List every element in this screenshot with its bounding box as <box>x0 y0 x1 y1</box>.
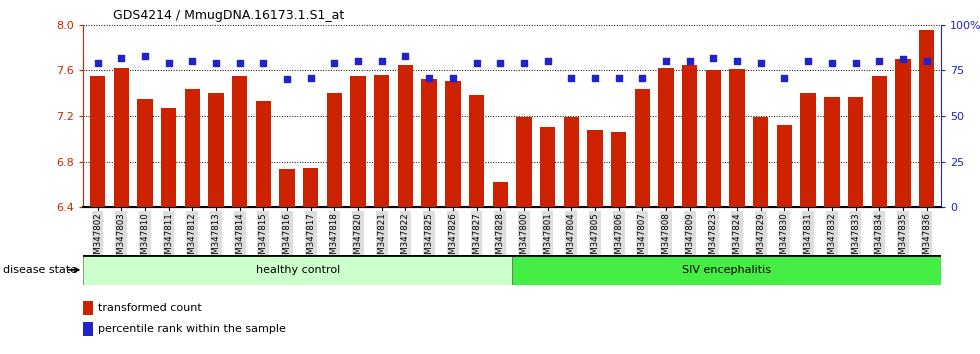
Bar <box>279 170 295 207</box>
Point <box>350 58 366 64</box>
Point <box>114 55 129 61</box>
Bar <box>801 93 815 207</box>
Point <box>587 75 603 80</box>
Bar <box>512 255 941 285</box>
Bar <box>137 99 153 207</box>
Bar <box>493 182 508 207</box>
Point <box>137 53 153 59</box>
Point <box>753 60 768 66</box>
Bar <box>919 30 934 207</box>
Point <box>184 58 200 64</box>
Point <box>232 60 248 66</box>
Bar <box>824 97 840 207</box>
Point <box>374 58 390 64</box>
Point <box>398 53 414 59</box>
Point <box>208 60 223 66</box>
Bar <box>326 93 342 207</box>
Point <box>706 55 721 61</box>
Point <box>445 75 461 80</box>
Bar <box>706 70 721 207</box>
Text: healthy control: healthy control <box>256 265 340 275</box>
Bar <box>374 75 389 207</box>
Point <box>279 77 295 82</box>
Text: transformed count: transformed count <box>98 303 202 313</box>
Point <box>848 60 863 66</box>
Point <box>256 60 271 66</box>
Bar <box>83 301 93 315</box>
Point <box>421 75 437 80</box>
Point <box>468 60 484 66</box>
Point <box>303 75 318 80</box>
Point <box>824 60 840 66</box>
Point <box>729 58 745 64</box>
Point <box>492 60 508 66</box>
Bar <box>540 127 556 207</box>
Point <box>564 75 579 80</box>
Bar <box>871 76 887 207</box>
Bar <box>184 88 200 207</box>
Bar <box>516 117 531 207</box>
Bar <box>256 101 271 207</box>
Text: SIV encephalitis: SIV encephalitis <box>682 265 771 275</box>
Bar <box>209 93 223 207</box>
Bar <box>114 68 129 207</box>
Text: disease state: disease state <box>3 265 77 275</box>
Bar <box>848 97 863 207</box>
Bar <box>83 322 93 336</box>
Bar <box>398 65 414 207</box>
Text: GDS4214 / MmugDNA.16173.1.S1_at: GDS4214 / MmugDNA.16173.1.S1_at <box>113 9 344 22</box>
Bar <box>895 59 910 207</box>
Point <box>659 58 674 64</box>
Bar <box>564 117 579 207</box>
Point <box>801 58 816 64</box>
Point <box>634 75 650 80</box>
Point <box>540 58 556 64</box>
Text: percentile rank within the sample: percentile rank within the sample <box>98 324 286 334</box>
Bar <box>659 68 673 207</box>
Bar <box>161 108 176 207</box>
Bar <box>682 65 698 207</box>
Point <box>776 75 792 80</box>
Bar <box>587 130 603 207</box>
Bar <box>729 69 745 207</box>
Bar <box>83 255 512 285</box>
Bar <box>635 88 650 207</box>
Bar <box>753 117 768 207</box>
Point <box>611 75 626 80</box>
Bar <box>232 76 247 207</box>
Point <box>918 58 934 64</box>
Point <box>161 60 176 66</box>
Point <box>895 57 910 62</box>
Bar <box>421 80 437 207</box>
Bar <box>611 132 626 207</box>
Bar <box>90 76 105 207</box>
Bar <box>351 76 366 207</box>
Bar <box>777 125 792 207</box>
Point <box>682 58 698 64</box>
Bar <box>303 169 318 207</box>
Point <box>516 60 532 66</box>
Point <box>326 60 342 66</box>
Bar <box>468 96 484 207</box>
Bar <box>445 81 461 207</box>
Point <box>871 58 887 64</box>
Point <box>90 60 106 66</box>
